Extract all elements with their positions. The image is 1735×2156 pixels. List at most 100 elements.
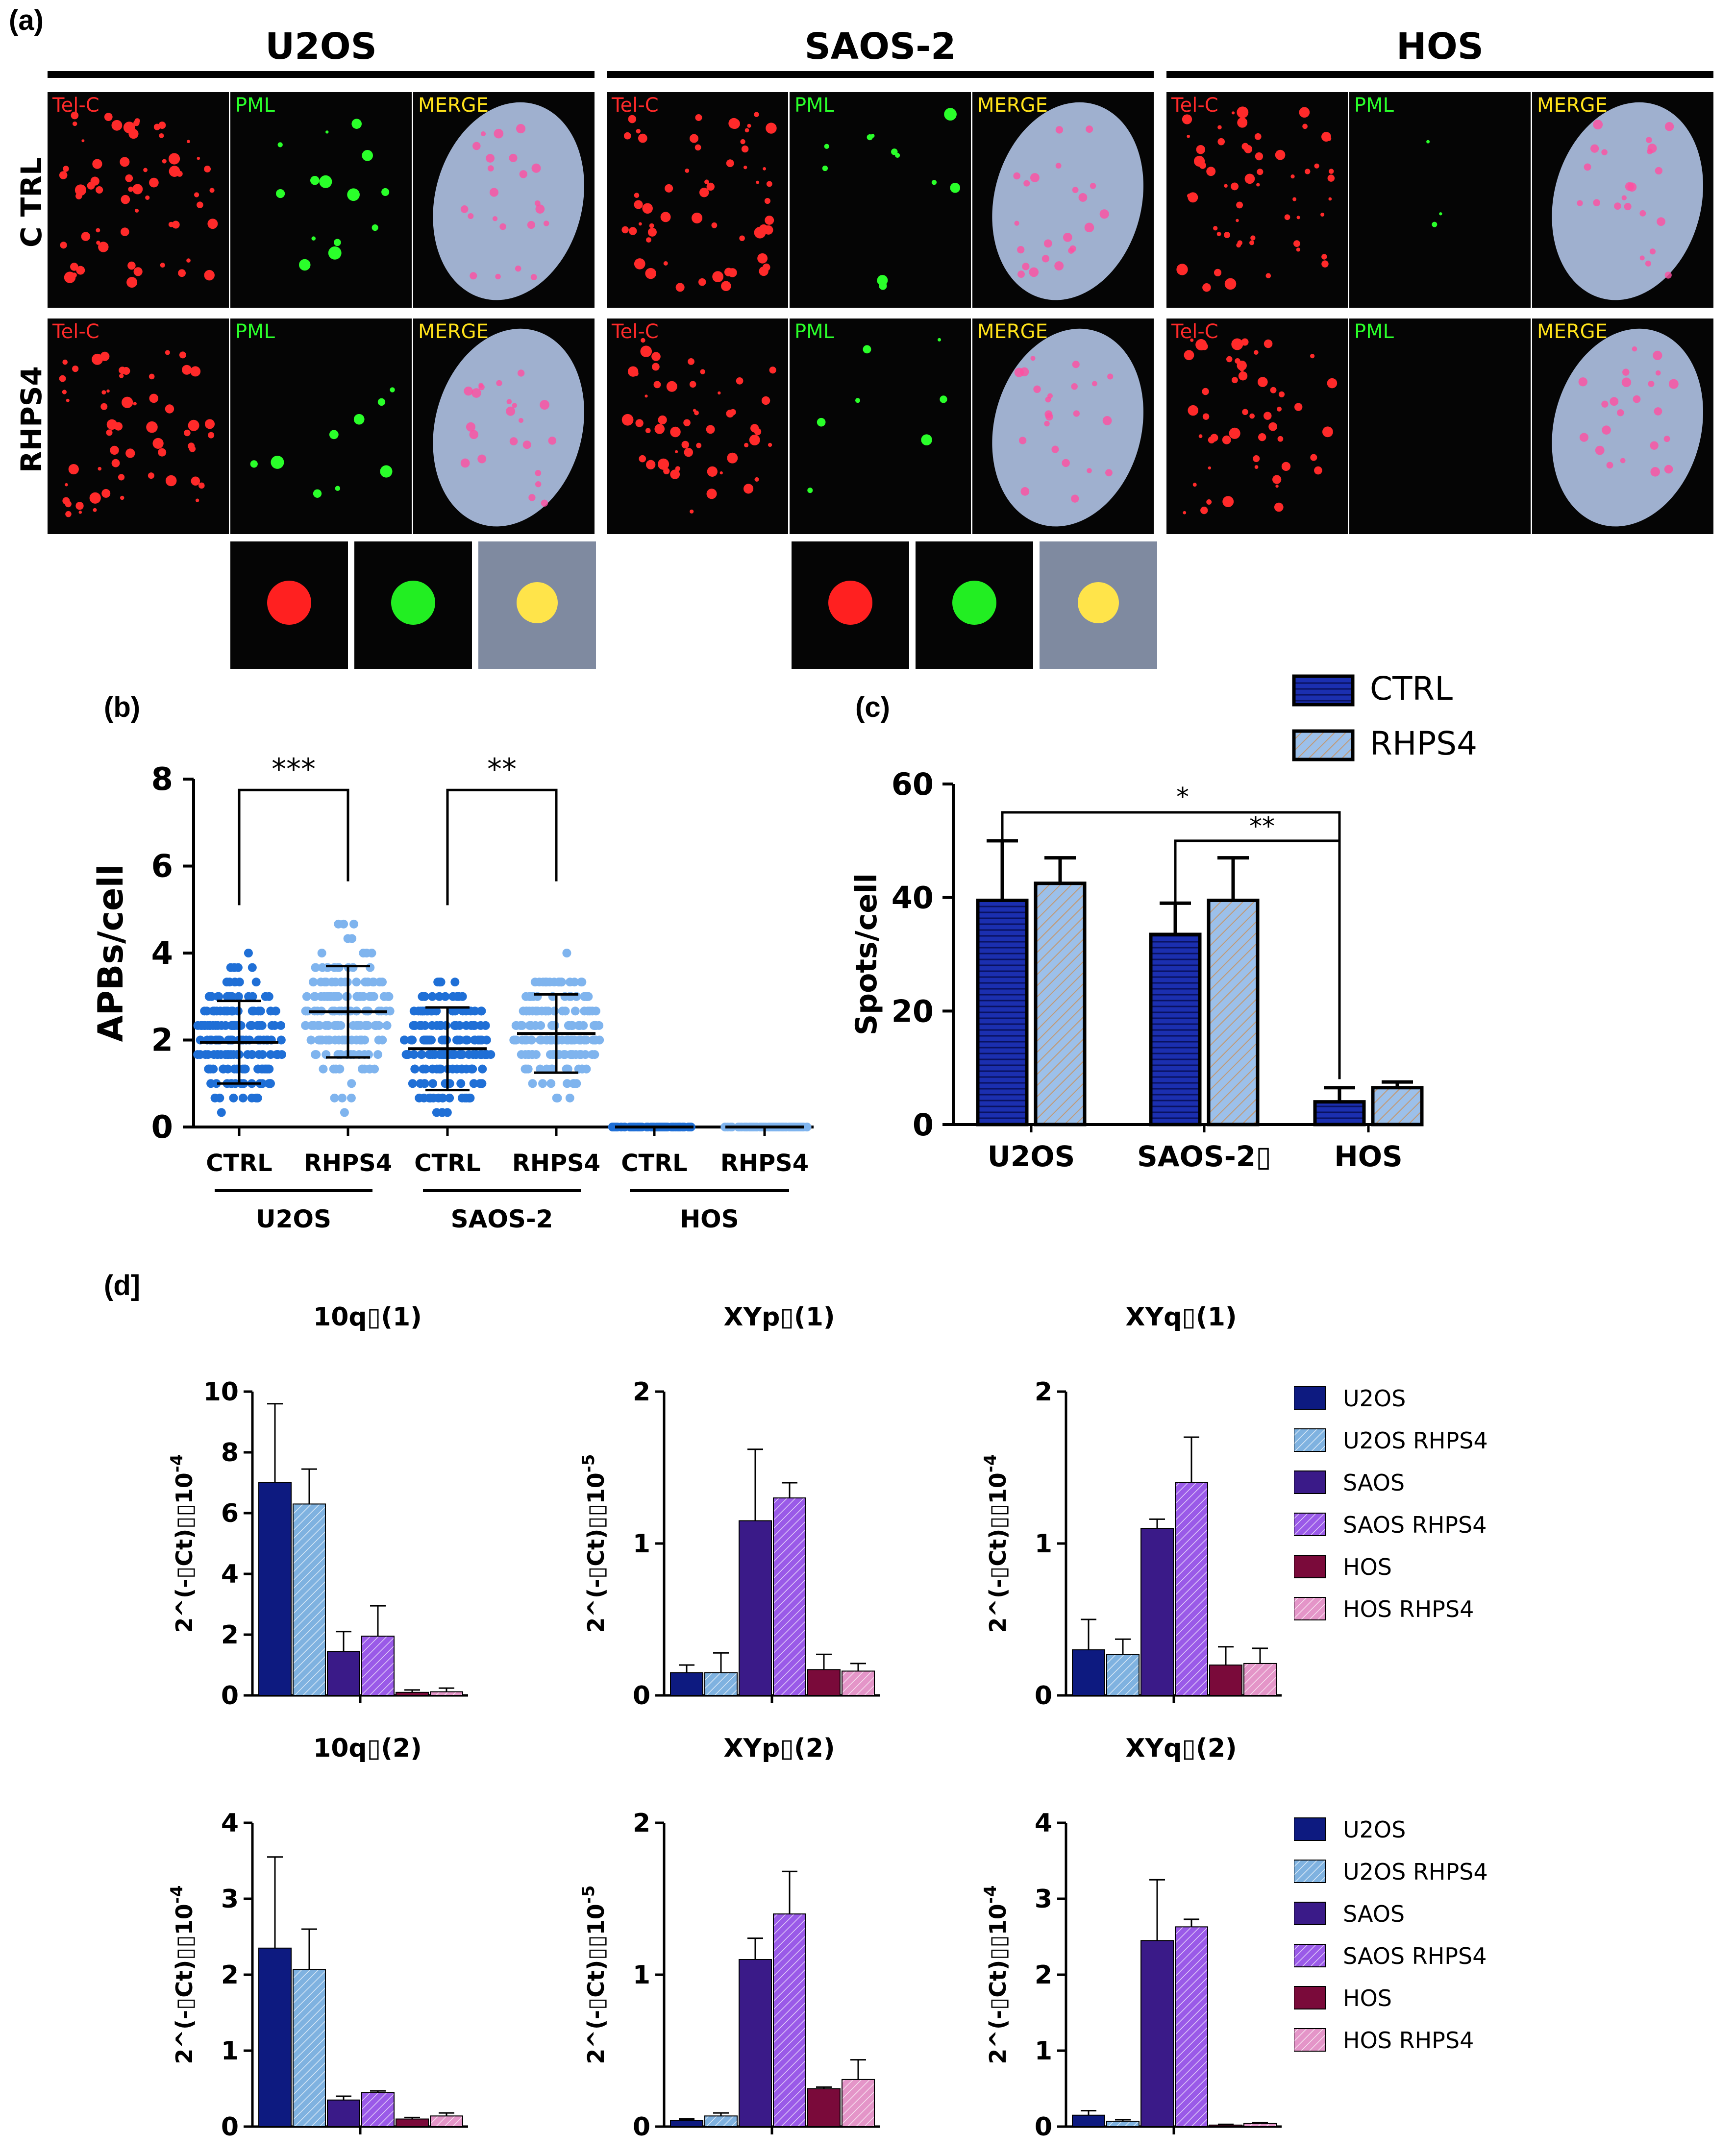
data-point <box>213 1021 223 1030</box>
merge-spot <box>506 399 512 404</box>
inset-spot <box>517 582 558 623</box>
legend-swatch <box>1294 1428 1326 1452</box>
fluorescent-spot <box>1236 219 1239 222</box>
fluorescent-spot <box>1184 350 1194 361</box>
fluorescent-spot <box>646 237 651 243</box>
data-point <box>359 949 368 957</box>
fluorescent-spot <box>1202 283 1211 292</box>
data-point <box>319 1064 328 1074</box>
y-axis-label: 2^(-▯Ct)▯▯10-4 <box>981 1885 1011 2064</box>
merge-spot <box>1017 246 1025 254</box>
merge-spot <box>516 124 526 134</box>
fluorescent-spot <box>122 396 133 408</box>
merge-spot <box>492 216 498 221</box>
fluorescent-spot <box>197 156 200 160</box>
fluorescent-spot <box>1293 240 1300 247</box>
bar <box>396 2118 429 2127</box>
fluorescent-spot <box>188 419 199 431</box>
fluorescent-spot <box>1314 163 1319 169</box>
fluorescent-spot <box>640 345 652 357</box>
merge-spot <box>1577 200 1583 206</box>
fluorescent-spot <box>1236 201 1243 209</box>
fluorescent-spot <box>1196 145 1206 154</box>
data-point <box>382 1021 392 1030</box>
fluorescent-spot <box>727 452 738 464</box>
merge-spot <box>1646 137 1652 143</box>
merge-spot <box>1086 125 1093 133</box>
data-point <box>558 1006 567 1016</box>
fluorescent-spot <box>120 495 124 500</box>
data-point <box>323 963 332 972</box>
data-point <box>567 1035 576 1045</box>
merge-spot <box>518 418 523 423</box>
fluorescent-spot <box>362 150 373 161</box>
qpcr-bar-chart: XYp▯(2) 0 1 2 2^(-▯Ct)▯▯10-5 <box>579 1734 880 2142</box>
fluorescent-spot <box>1281 462 1291 471</box>
y-tick-label: 8 <box>221 1438 239 1468</box>
fluorescent-spot <box>65 511 72 517</box>
merge-spot <box>1614 202 1621 210</box>
merge-spot <box>515 265 521 272</box>
data-point <box>416 1006 425 1016</box>
data-point <box>570 1006 580 1016</box>
qpcr-bar-chart: 10q▯(1) 0 2 4 6 8 10 2^(-▯Ct)▯▯10-4 <box>167 1302 468 1711</box>
data-point <box>467 1064 476 1074</box>
data-point <box>306 1035 316 1045</box>
data-point <box>435 1021 445 1030</box>
fluorescent-spot <box>159 133 164 138</box>
bar <box>1140 1528 1174 1696</box>
merge-spot <box>1051 445 1059 453</box>
y-tick-label: 40 <box>892 880 934 916</box>
merge-spot <box>1033 385 1041 393</box>
fluorescent-spot <box>1222 435 1231 444</box>
fluorescent-spot <box>1202 388 1209 395</box>
y-tick-label: 2 <box>151 1023 173 1059</box>
inset-spot <box>952 581 996 625</box>
fluorescent-spot <box>950 183 961 193</box>
merge-spot <box>527 220 536 229</box>
data-point <box>552 1093 561 1102</box>
data-point <box>193 1050 202 1059</box>
merge-spot <box>1018 437 1027 444</box>
merge-spot <box>1657 217 1665 226</box>
merge-spot <box>1593 120 1603 130</box>
x-tick-label: RHPS4 <box>512 1150 600 1177</box>
cell-line-hos: HOS <box>1396 25 1484 68</box>
fluorescent-spot <box>165 404 174 414</box>
micrograph-image <box>1349 318 1531 534</box>
legend-panel-d: U2OS U2OS RHPS4 SAOS SAOS RHPS4 HOS HOS RHPS4 <box>1294 1385 1488 1622</box>
merge-spot <box>1617 409 1624 416</box>
merge-spot <box>1030 356 1036 361</box>
micrograph-saos2-rhps4-tel-c: Tel-C <box>607 318 788 534</box>
fluorescent-spot <box>1229 427 1240 439</box>
data-point <box>591 1006 600 1016</box>
data-point <box>352 978 361 987</box>
merge-spot <box>472 142 481 150</box>
merge-spot <box>460 458 470 468</box>
merge-spot <box>1023 180 1030 187</box>
data-point <box>256 1006 265 1016</box>
micrograph-u2os-rhps4-tel-c: Tel-C <box>48 318 229 534</box>
legend-swatch <box>1292 674 1355 707</box>
legend-swatch <box>1294 1986 1326 2009</box>
bar <box>670 1672 703 1696</box>
fluorescent-spot <box>698 278 706 286</box>
fluorescent-spot <box>712 271 724 283</box>
data-point <box>325 1035 334 1045</box>
data-point <box>448 992 458 1001</box>
fluorescent-spot <box>1258 433 1266 441</box>
fluorescent-spot <box>1224 184 1228 188</box>
fluorescent-spot <box>1231 111 1235 115</box>
channel-label: Tel-C <box>1171 94 1218 117</box>
fluorescent-spot <box>628 227 637 235</box>
merge-spot <box>469 430 478 440</box>
data-point <box>545 1050 555 1059</box>
fluorescent-spot <box>694 144 701 151</box>
merge-spot <box>1107 373 1114 380</box>
micrograph-saos2-rhps4-merge: MERGE <box>972 318 1154 534</box>
significance-mark: *** <box>272 752 316 786</box>
fluorescent-spot <box>197 201 203 208</box>
bar <box>739 1959 772 2127</box>
fluorescent-spot <box>660 212 671 222</box>
legend-panel-d: U2OS U2OS RHPS4 SAOS SAOS RHPS4 HOS HOS RHPS4 <box>1294 1816 1488 2054</box>
